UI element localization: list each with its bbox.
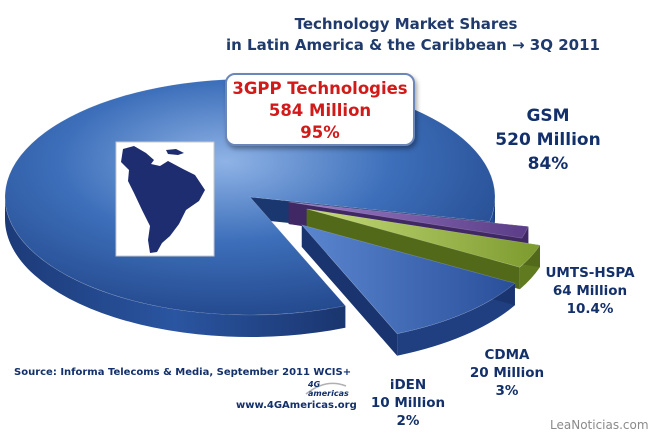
cdma-label: CDMA 20 Million 3% [457, 346, 557, 400]
4g-americas-logo: 4G americas [302, 376, 350, 402]
callout-value: 584 Million [268, 101, 372, 120]
umts-name: UMTS-HSPA [545, 265, 635, 281]
umts-hspa-slice-top [300, 224, 516, 335]
iden-value: 10 Million [370, 395, 446, 411]
chart-title-line2: in Latin America & the Caribbean → 3Q 20… [226, 36, 600, 54]
umts-hspa-slice [300, 224, 516, 356]
umts-hspa-slice-cut-1 [301, 224, 398, 356]
watermark: LeaNoticias.com [550, 418, 649, 432]
iden-percent: 2% [396, 413, 420, 429]
source-note: Source: Informa Telecoms & Media, Septem… [14, 367, 352, 378]
south-america-map-icon [115, 141, 215, 257]
umts-hspa-slice-side [397, 283, 515, 356]
website-link[interactable]: www.4GAmericas.org [236, 400, 357, 411]
umts-value: 64 Million [552, 283, 628, 299]
umts-hspa-label: UMTS-HSPA 64 Million 10.4% [535, 264, 645, 318]
iden-name: iDEN [389, 377, 427, 393]
gsm-value: 520 Million [495, 130, 601, 150]
chart-title-line1: Technology Market Shares [294, 15, 518, 33]
cdma-value: 20 Million [469, 365, 545, 381]
callout-percent: 95% [300, 123, 340, 142]
umts-percent: 10.4% [566, 301, 614, 317]
gsm-name: GSM [526, 106, 570, 126]
gsm-label: GSM 520 Million 84% [488, 104, 608, 176]
cdma-slice-top [306, 208, 541, 268]
cdma-slice [306, 208, 541, 290]
cdma-percent: 3% [495, 383, 519, 399]
gsm-slice-side [5, 197, 346, 337]
logo-swoosh-icon [305, 382, 347, 395]
iden-slice-top [288, 201, 529, 239]
cdma-name: CDMA [484, 347, 530, 363]
iden-label: iDEN 10 Million 2% [358, 376, 458, 430]
chart-title: Technology Market Shares in Latin Americ… [226, 14, 600, 56]
3gpp-callout: 3GPP Technologies 584 Million 95% [225, 73, 415, 146]
callout-title: 3GPP Technologies [232, 79, 408, 98]
cdma-slice-cut-1 [306, 208, 520, 290]
logo-text: 4G americas [308, 380, 349, 398]
gsm-percent: 84% [527, 154, 569, 174]
